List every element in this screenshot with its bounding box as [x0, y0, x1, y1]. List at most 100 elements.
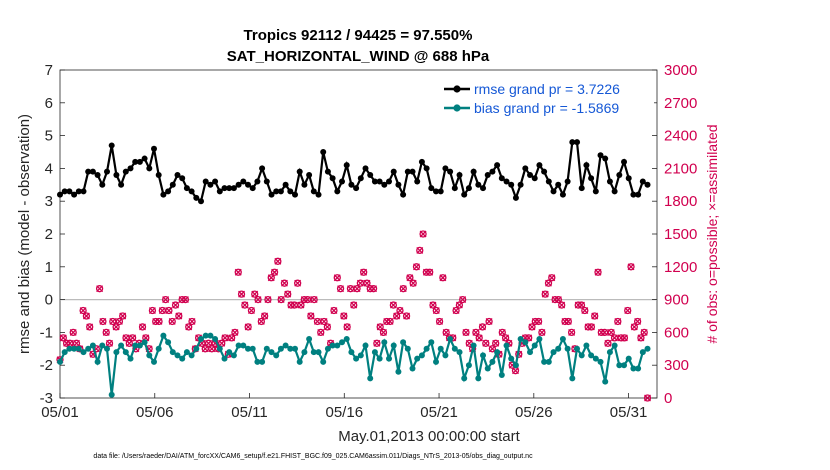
obs-cross — [459, 296, 467, 304]
obs-marker — [254, 295, 262, 304]
bias-point — [353, 355, 360, 362]
bias-point — [484, 365, 491, 372]
bias-point — [480, 352, 487, 359]
bias-point — [165, 339, 172, 346]
bias-point — [536, 335, 543, 342]
bias-point — [245, 345, 252, 352]
obs-marker — [439, 274, 447, 282]
rmse-point — [329, 175, 336, 182]
bias-point — [306, 335, 313, 342]
obs-marker — [112, 323, 120, 331]
obs-marker — [237, 290, 246, 298]
bias-point — [85, 345, 92, 352]
rmse-point — [165, 188, 172, 195]
rmse-point — [151, 145, 158, 152]
rmse-point — [179, 175, 186, 182]
obs-circle — [426, 268, 434, 276]
rmse-point — [456, 171, 463, 178]
obs-marker — [86, 323, 94, 331]
y-axis-ticks: -3 -2 -1 0 1 2 3 4 5 6 7 — [40, 62, 65, 407]
rmse-point — [550, 188, 557, 195]
y2-tick-label: 0 — [664, 390, 672, 407]
bias-point — [108, 391, 115, 398]
bias-point — [386, 355, 393, 362]
obs-cross — [558, 301, 566, 309]
obs-cross — [139, 323, 146, 331]
obs-cross — [106, 339, 113, 347]
obs-marker — [624, 306, 632, 315]
obs-cross — [353, 285, 361, 293]
obs-circle — [317, 328, 325, 337]
rmse-point — [597, 152, 604, 159]
bias-point — [61, 349, 68, 356]
obs-circle — [558, 301, 566, 309]
legend-box — [440, 74, 654, 118]
rmse-point — [198, 198, 205, 205]
obs-circle — [567, 328, 576, 337]
obs-marker — [492, 339, 500, 347]
obs-cross — [73, 339, 80, 347]
rmse-point — [320, 149, 327, 155]
bias-point — [193, 345, 200, 352]
y-tick-label: 1 — [45, 259, 53, 276]
legend-rmse-marker — [453, 85, 461, 93]
rmse-point — [188, 188, 195, 195]
bias-point — [371, 349, 378, 356]
obs-cross — [185, 323, 193, 331]
obs-marker — [525, 334, 533, 342]
obs-cross — [568, 328, 576, 336]
bias-point — [611, 342, 618, 349]
rmse-point — [522, 165, 529, 172]
rmse-point — [578, 185, 585, 192]
obs-circle — [264, 295, 272, 304]
rmse-point — [296, 168, 303, 175]
rmse-point — [104, 168, 111, 175]
rmse-point — [433, 188, 440, 195]
bias-point — [226, 349, 233, 356]
obs-marker — [307, 312, 315, 320]
obs-circle — [587, 323, 596, 331]
obs-circle — [538, 328, 546, 337]
obs-cross — [257, 318, 265, 325]
rmse-point — [235, 181, 242, 188]
bias-point — [249, 345, 256, 352]
rmse-point — [118, 181, 125, 188]
obs-marker — [594, 268, 602, 276]
obs-circle — [247, 306, 256, 315]
obs-cross — [297, 301, 305, 309]
rmse-point — [357, 175, 364, 182]
obs-cross — [340, 312, 348, 320]
rmse-point — [263, 178, 270, 185]
obs-cross — [119, 312, 127, 320]
bias-point — [141, 339, 148, 346]
obs-circle — [389, 301, 398, 309]
bias-point — [508, 355, 515, 362]
obs-marker — [432, 306, 440, 315]
bias-point — [221, 355, 228, 362]
rmse-point — [418, 158, 425, 165]
rmse-point — [122, 168, 129, 175]
rmse-point — [155, 171, 162, 178]
obs-cross — [294, 279, 302, 287]
obs-marker — [402, 312, 411, 320]
obs-marker — [541, 290, 549, 298]
obs-marker — [416, 246, 424, 255]
rmse-point — [183, 185, 190, 192]
obs-cross — [165, 307, 173, 314]
obs-cross — [284, 290, 292, 298]
obs-marker — [82, 312, 91, 320]
obs-circle — [274, 257, 282, 265]
obs-circle — [435, 317, 444, 326]
obs-cross — [396, 307, 404, 314]
obs-marker — [591, 312, 599, 320]
bias-point — [437, 345, 444, 352]
rmse-point — [545, 178, 552, 185]
rmse-point — [621, 158, 628, 165]
bias-point — [169, 349, 176, 356]
obs-cross — [462, 328, 470, 336]
rmse-point — [583, 162, 590, 169]
bias-point — [198, 335, 205, 342]
rmse-point — [616, 171, 623, 178]
bias-point — [550, 349, 557, 356]
obs-cross — [370, 285, 378, 293]
